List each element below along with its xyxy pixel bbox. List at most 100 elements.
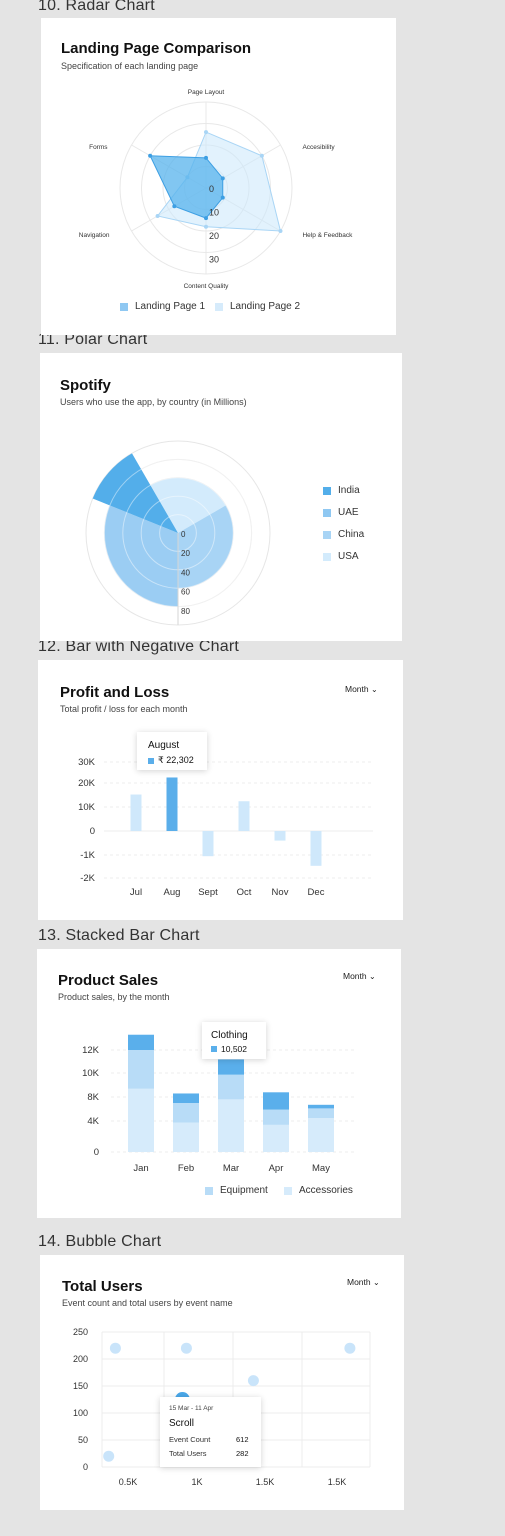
legend-swatch bbox=[120, 302, 128, 311]
total-users-chart: 250 200 150 100 50 0 0.5K 1K 1.5K 1.5K bbox=[73, 1327, 371, 1487]
x-tick-label: 1.5K bbox=[328, 1477, 347, 1487]
legend-swatch bbox=[323, 552, 331, 561]
x-tick-label: 0.5K bbox=[119, 1477, 138, 1487]
radar-point bbox=[204, 155, 208, 160]
radar-point bbox=[155, 213, 160, 218]
y-tick-label: 200 bbox=[73, 1354, 88, 1364]
radar-axis-label: Page Layout bbox=[188, 89, 225, 96]
polar-sector bbox=[150, 477, 226, 533]
polar-sector bbox=[104, 505, 178, 607]
legend-item[interactable]: USA bbox=[323, 551, 359, 562]
tooltip-value: 10,502 bbox=[221, 1044, 247, 1054]
radar-point bbox=[259, 153, 264, 158]
legend-item[interactable]: Landing Page 1 bbox=[120, 301, 205, 312]
stacked-bar-segment bbox=[128, 1050, 154, 1089]
bubble bbox=[247, 1375, 259, 1387]
y-tick-label: 8K bbox=[87, 1092, 99, 1103]
y-tick-label: 0 bbox=[83, 1462, 88, 1472]
x-tick-label: Jul bbox=[130, 887, 142, 898]
legend-swatch bbox=[323, 508, 331, 517]
chevron-down-icon: ⌄ bbox=[371, 685, 378, 694]
x-tick-label: Feb bbox=[178, 1163, 194, 1174]
section-label-radar: 10. Radar Chart bbox=[38, 0, 155, 14]
month-dropdown-label: Month bbox=[343, 971, 367, 981]
total-users-card: Total Users Event count and total users … bbox=[40, 1255, 404, 1510]
tooltip-value-row: 10,502 bbox=[211, 1044, 247, 1054]
chart-title: Total Users bbox=[62, 1278, 143, 1295]
chart-subtitle: Users who use the app, by country (in Mi… bbox=[60, 397, 247, 407]
stacked-bar-segment bbox=[128, 1034, 154, 1050]
legend-item[interactable]: India bbox=[323, 485, 360, 496]
chart-subtitle: Product sales, by the month bbox=[58, 992, 170, 1002]
chart-title: Product Sales bbox=[58, 972, 159, 989]
stacked-bar-segment bbox=[128, 1088, 154, 1152]
stacked-bar-segment bbox=[218, 1059, 244, 1075]
tooltip-value-total-users: 282 bbox=[236, 1449, 249, 1458]
stacked-bar-segment bbox=[173, 1093, 199, 1103]
chart-subtitle: Event count and total users by event nam… bbox=[62, 1298, 233, 1308]
bubble bbox=[103, 1450, 115, 1462]
polar-chart: 0 20 40 60 80 bbox=[85, 440, 271, 626]
radar-axis-label: Accesibility bbox=[302, 144, 335, 151]
y-tick-label: 20K bbox=[78, 778, 96, 789]
bar bbox=[310, 831, 322, 866]
y-tick-label: 12K bbox=[82, 1045, 100, 1056]
bar bbox=[238, 801, 250, 831]
radar-axis-label: Content Quality bbox=[184, 283, 230, 290]
legend-label: India bbox=[338, 485, 360, 496]
x-tick-label: Jan bbox=[133, 1163, 148, 1174]
month-dropdown-label: Month bbox=[347, 1277, 371, 1287]
y-tick-label: 0 bbox=[90, 826, 95, 837]
tooltip-label-event-count: Event Count bbox=[169, 1435, 211, 1444]
tooltip-value: ₹ 22,302 bbox=[158, 755, 194, 765]
product-sales-card: Product Sales Product sales, by the mont… bbox=[37, 949, 401, 1218]
tooltip-value-event-count: 612 bbox=[236, 1435, 249, 1444]
radar-point bbox=[220, 176, 225, 181]
chart-subtitle: Total profit / loss for each month bbox=[60, 704, 188, 714]
polar-tick-label: 20 bbox=[181, 549, 190, 558]
month-dropdown[interactable]: Month ⌄ bbox=[345, 684, 378, 694]
profit-loss-card: Profit and Loss Total profit / loss for … bbox=[38, 660, 403, 920]
radar-axis-label: Forms bbox=[89, 144, 108, 151]
month-dropdown[interactable]: Month ⌄ bbox=[343, 971, 376, 981]
legend-label: China bbox=[338, 529, 365, 540]
legend-label: Accessories bbox=[299, 1185, 353, 1196]
stacked-bar-segment bbox=[173, 1122, 199, 1152]
section-label-polar: 11. Polar Chart bbox=[38, 331, 148, 348]
y-tick-label: 100 bbox=[73, 1408, 88, 1418]
legend-label: USA bbox=[338, 551, 359, 562]
legend-item[interactable]: China bbox=[323, 529, 364, 540]
radar-point bbox=[204, 224, 208, 229]
radar-axis-label: Navigation bbox=[79, 232, 110, 239]
y-tick-label: 4K bbox=[87, 1116, 99, 1127]
legend-label: Landing Page 2 bbox=[230, 301, 301, 312]
chart-title: Spotify bbox=[60, 377, 111, 394]
stacked-bar-segment bbox=[218, 1099, 244, 1152]
legend-item[interactable]: Equipment bbox=[205, 1185, 268, 1196]
legend-item[interactable]: Landing Page 2 bbox=[215, 301, 300, 312]
legend-swatch bbox=[215, 302, 223, 311]
y-tick-label: -1K bbox=[80, 850, 95, 861]
tooltip-title: Scroll bbox=[169, 1418, 195, 1429]
legend-item[interactable]: Accessories bbox=[284, 1185, 353, 1196]
chart-subtitle: Specification of each landing page bbox=[61, 61, 199, 71]
product-sales-chart: 12K 10K 8K 4K 0 Jan Feb Mar Apr May bbox=[82, 1034, 357, 1174]
legend-label: Landing Page 1 bbox=[135, 301, 206, 312]
tooltip-swatch bbox=[148, 757, 154, 764]
tooltip-date: 15 Mar - 11 Apr bbox=[169, 1405, 214, 1412]
polar-sector bbox=[178, 505, 234, 589]
month-dropdown[interactable]: Month ⌄ bbox=[347, 1277, 380, 1287]
bubble bbox=[109, 1342, 121, 1354]
x-tick-label: Dec bbox=[308, 887, 325, 898]
radar-chart: Page Layout Accesibility Help & Feedback Co… bbox=[79, 89, 353, 290]
radar-point bbox=[278, 229, 283, 233]
polar-tick-label: 40 bbox=[181, 568, 190, 577]
legend-swatch bbox=[323, 530, 331, 539]
x-tick-label: Apr bbox=[269, 1163, 284, 1174]
radar-tick-label: 20 bbox=[209, 231, 219, 241]
legend-item[interactable]: UAE bbox=[323, 507, 359, 518]
radar-card: Landing Page Comparison Specification of… bbox=[41, 18, 396, 335]
tooltip-label-total-users: Total Users bbox=[169, 1449, 207, 1458]
bar bbox=[202, 831, 214, 857]
chart-title: Landing Page Comparison bbox=[61, 40, 252, 57]
